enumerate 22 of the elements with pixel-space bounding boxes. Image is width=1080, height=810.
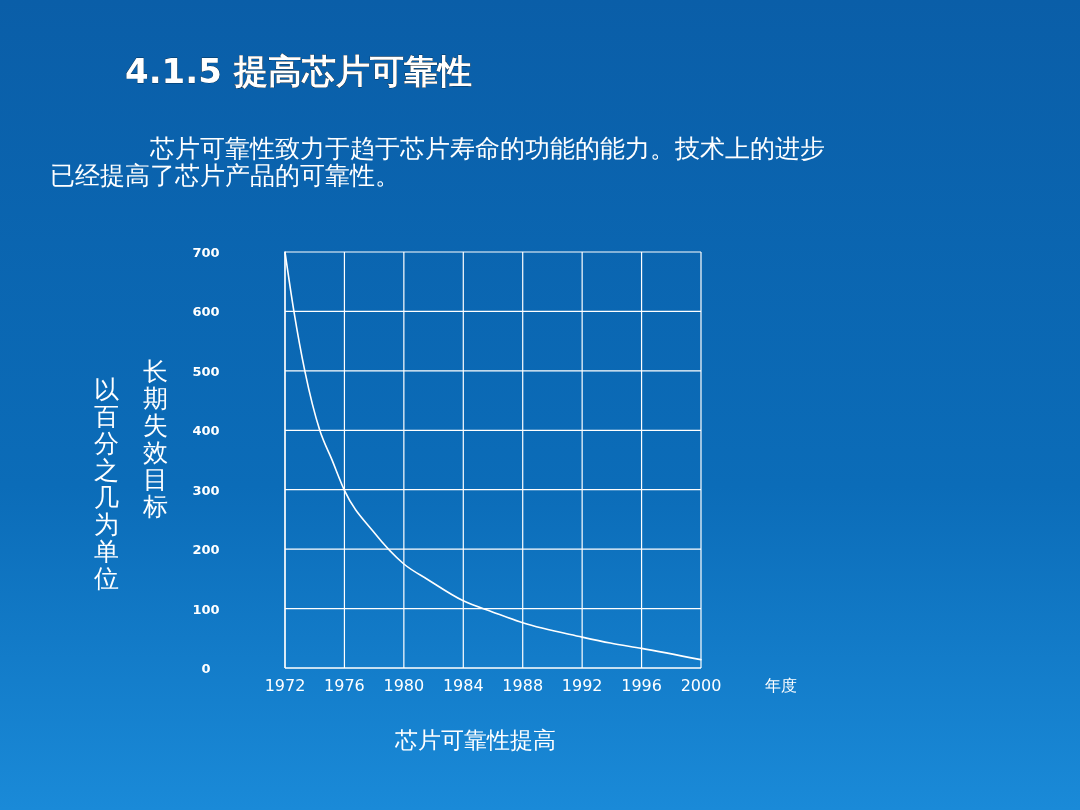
x-tick-label: 1980 <box>383 676 425 695</box>
y-tick-label: 600 <box>192 304 220 320</box>
y-tick-label: 400 <box>192 423 220 439</box>
chart-subtitle: 芯片可靠性致力于趋于芯片寿命的功能的能力。技术上的进步已经提高了芯片产品的可靠性。 <box>50 134 825 190</box>
y-tick-label: 300 <box>192 482 220 498</box>
chart-title: 4.1.5 提高芯片可靠性 <box>125 51 472 91</box>
y-axis-title: 长期失效目标 <box>141 357 168 521</box>
y-tick-label: 200 <box>192 542 220 558</box>
x-tick-label: 2000 <box>680 676 722 695</box>
x-tick-label: 1988 <box>502 676 544 695</box>
y-tick-label: 100 <box>192 601 220 617</box>
text: 以百分之几为单位 <box>93 375 119 593</box>
x-tick-label: 1972 <box>264 676 306 695</box>
y-tick-label: 700 <box>192 245 220 260</box>
text: 芯片可靠性提高 <box>393 727 556 753</box>
x-tick-label: 1996 <box>621 676 662 695</box>
y-tick-label: 500 <box>192 363 220 379</box>
x-tick-label: 1992 <box>561 676 603 695</box>
x-tick-label: 1984 <box>442 676 484 695</box>
y-tick-label: 0 <box>201 661 211 676</box>
x-tick-label: 1976 <box>324 676 365 695</box>
x-axis-title: 年度 <box>765 676 797 695</box>
